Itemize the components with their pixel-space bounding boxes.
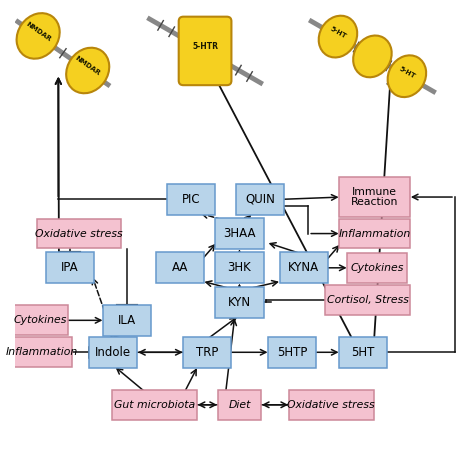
Text: Cytokines: Cytokines (13, 315, 67, 325)
Text: ILA: ILA (118, 314, 136, 327)
Ellipse shape (353, 36, 392, 77)
FancyBboxPatch shape (326, 285, 410, 315)
FancyBboxPatch shape (215, 252, 264, 284)
Text: KYN: KYN (228, 295, 251, 309)
Ellipse shape (66, 48, 109, 93)
FancyBboxPatch shape (218, 390, 261, 420)
Ellipse shape (388, 55, 426, 97)
FancyBboxPatch shape (179, 16, 231, 85)
Text: 5-HTR: 5-HTR (192, 42, 218, 51)
Text: 5-HT: 5-HT (329, 26, 347, 40)
FancyBboxPatch shape (339, 337, 387, 368)
Text: Indole: Indole (95, 346, 131, 359)
FancyBboxPatch shape (103, 305, 151, 336)
FancyBboxPatch shape (112, 390, 197, 420)
Text: Inflammation: Inflammation (338, 229, 411, 239)
Text: 5HT: 5HT (352, 346, 375, 359)
Text: Cytokines: Cytokines (350, 263, 404, 273)
Text: Oxidative stress: Oxidative stress (287, 400, 375, 410)
FancyBboxPatch shape (339, 219, 410, 248)
FancyBboxPatch shape (12, 305, 67, 335)
Text: Diet: Diet (228, 400, 251, 410)
FancyBboxPatch shape (289, 390, 374, 420)
Text: Oxidative stress: Oxidative stress (35, 229, 123, 239)
Text: Inflammation: Inflammation (6, 347, 78, 357)
FancyBboxPatch shape (89, 337, 137, 368)
FancyBboxPatch shape (236, 184, 284, 215)
FancyBboxPatch shape (12, 338, 72, 367)
Text: KYNA: KYNA (288, 262, 319, 274)
Text: QUIN: QUIN (245, 193, 275, 206)
FancyBboxPatch shape (268, 337, 316, 368)
FancyBboxPatch shape (156, 252, 204, 284)
FancyBboxPatch shape (280, 252, 328, 284)
Text: IPA: IPA (61, 262, 79, 274)
Text: NMDAR: NMDAR (25, 21, 52, 42)
FancyBboxPatch shape (339, 177, 410, 217)
Text: AA: AA (172, 262, 188, 274)
Text: Immune
Reaction: Immune Reaction (351, 187, 399, 207)
Text: PIC: PIC (182, 193, 201, 206)
Text: Cortisol, Stress: Cortisol, Stress (327, 295, 409, 305)
FancyBboxPatch shape (183, 337, 231, 368)
Text: Gut microbiota: Gut microbiota (114, 400, 195, 410)
FancyBboxPatch shape (46, 252, 94, 284)
Text: 3HK: 3HK (228, 262, 251, 274)
FancyBboxPatch shape (215, 218, 264, 249)
Text: TRP: TRP (196, 346, 219, 359)
Text: 5-HT: 5-HT (398, 65, 416, 80)
FancyBboxPatch shape (347, 253, 407, 283)
FancyBboxPatch shape (36, 219, 121, 248)
Text: 3HAA: 3HAA (223, 227, 255, 240)
FancyBboxPatch shape (215, 287, 264, 317)
Text: 5HTP: 5HTP (277, 346, 307, 359)
Text: NMDAR: NMDAR (74, 55, 101, 77)
FancyBboxPatch shape (167, 184, 215, 215)
Ellipse shape (319, 16, 357, 57)
Ellipse shape (17, 13, 60, 59)
